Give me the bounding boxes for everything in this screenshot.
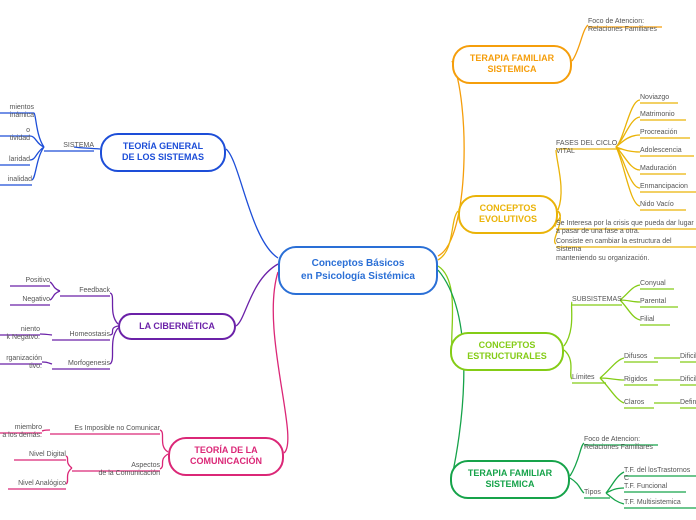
tgs-leaf-3: laridad: [0, 156, 30, 164]
evolutivos-leaf-2: Matrimonio: [640, 111, 675, 119]
comunicacion-leaf-0: Es Imposible no Comunicar: [50, 425, 160, 433]
estructurales-node: CONCEPTOS ESTRUCTURALES: [450, 332, 564, 371]
estructurales-leaf-8: Dificil: [680, 376, 696, 384]
cibernetica-node: LA CIBERNÉTICA: [118, 313, 236, 340]
comunicacion-leaf-1: miembro a los demás.: [0, 424, 42, 441]
estructurales-leaf-9: Claros: [624, 399, 644, 407]
evolutivos-leaf-1: Noviazgo: [640, 94, 669, 102]
tfs-bottom-leaf-2: T.F. del losTrastornos C: [624, 467, 696, 484]
center-node: Conceptos Básicos en Psicología Sistémic…: [278, 246, 438, 295]
evolutivos-leaf-9: Consiste en cambiar la estructura del Si…: [556, 238, 696, 263]
estructurales-leaf-4: Límites: [572, 374, 595, 382]
evolutivos-leaf-4: Adolescencia: [640, 147, 682, 155]
estructurales-leaf-7: Rigidos: [624, 376, 647, 384]
cibernetica-leaf-5: Morfogenesis: [52, 360, 110, 368]
tgs-leaf-2: o tividad: [0, 127, 30, 144]
comunicacion-leaf-2: Aspectos de la Comunicación: [72, 462, 160, 479]
comunicacion-leaf-3: Nivel Digital: [14, 451, 66, 459]
tfs-bottom-node: TERAPIA FAMILIAR SISTEMICA: [450, 460, 570, 499]
evolutivos-node: CONCEPTOS EVOLUTIVOS: [458, 195, 558, 234]
comunicacion-leaf-4: Nivel Analógico: [8, 480, 66, 488]
estructurales-leaf-6: Dificil: [680, 353, 696, 361]
tfs-top-node: TERAPIA FAMILIAR SISTEMICA: [452, 45, 572, 84]
estructurales-leaf-1: Conyual: [640, 280, 666, 288]
tgs-node: TEORÍA GENERAL DE LOS SISTEMAS: [100, 133, 226, 172]
tfs-bottom-leaf-3: T.F. Funcional: [624, 483, 667, 491]
evolutivos-leaf-5: Maduración: [640, 165, 677, 173]
evolutivos-leaf-0: FASES DEL CICLO VITAL: [556, 140, 617, 157]
estructurales-leaf-3: Filial: [640, 316, 654, 324]
tgs-leaf-4: inalidad: [0, 176, 32, 184]
cibernetica-leaf-0: Feedback: [60, 287, 110, 295]
estructurales-leaf-2: Parental: [640, 298, 666, 306]
cibernetica-leaf-3: Homeostasis: [52, 331, 110, 339]
evolutivos-leaf-6: Enmancipacion: [640, 183, 688, 191]
evolutivos-leaf-7: Nido Vacío: [640, 201, 674, 209]
cibernetica-leaf-1: Positivo: [10, 277, 50, 285]
estructurales-leaf-5: Difusos: [624, 353, 647, 361]
cibernetica-leaf-6: rganización tivo.: [0, 355, 42, 372]
estructurales-leaf-0: SUBSISTEMAS: [572, 296, 622, 304]
evolutivos-leaf-3: Procreación: [640, 129, 677, 137]
tgs-leaf-0: SISTEMA: [44, 142, 94, 150]
tgs-leaf-1: mientos inámica: [0, 104, 34, 121]
comunicacion-node: TEORÍA DE LA COMUNICACIÓN: [168, 437, 284, 476]
estructurales-leaf-10: Definib: [680, 399, 696, 407]
tfs-bottom-leaf-1: Tipos: [584, 489, 601, 497]
tfs-top-leaf-0: Foco de Atencion: Relaciones Familiares: [588, 18, 657, 35]
cibernetica-leaf-4: niento k Negatvo.: [0, 326, 40, 343]
cibernetica-leaf-2: Negativo: [10, 296, 50, 304]
tfs-bottom-leaf-0: Foco de Atencion: Relaciones Familiares: [584, 436, 653, 453]
evolutivos-leaf-8: Se Interesa por la crisis que pueda dar …: [556, 220, 694, 237]
tfs-bottom-leaf-4: T.F. Multisistemica: [624, 499, 681, 507]
